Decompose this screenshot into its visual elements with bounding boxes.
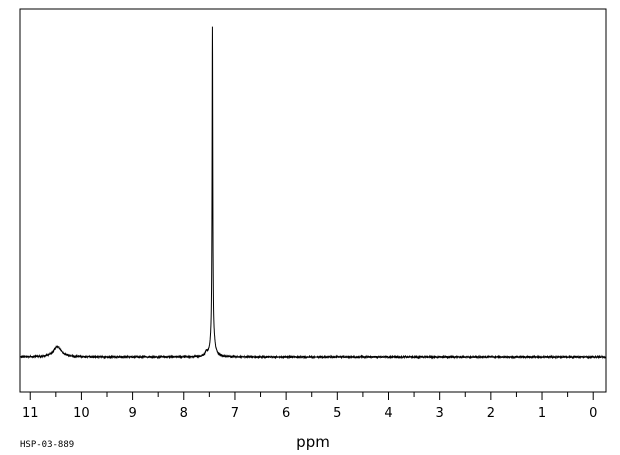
tick-label: 9	[128, 406, 136, 421]
tick-label: 4	[384, 406, 392, 421]
tick-label: 8	[180, 406, 188, 421]
tick-label: 6	[282, 406, 290, 421]
tick-label: 3	[436, 406, 444, 421]
tick-label: 10	[73, 406, 90, 421]
tick-label: 2	[487, 406, 495, 421]
tick-label: 0	[589, 406, 597, 421]
spectrum-code: HSP-03-889	[20, 440, 74, 450]
tick-label: 11	[22, 406, 39, 421]
tick-label: 7	[231, 406, 239, 421]
x-axis-tick-labels: 11 10 9 8 7 6 5 4 3 2 1 0	[22, 406, 597, 421]
tick-label: 1	[538, 406, 546, 421]
x-axis-title: ppm	[296, 433, 330, 451]
tick-label: 5	[333, 406, 341, 421]
spectrum-trace	[19, 26, 607, 360]
x-axis-ticks	[29, 392, 594, 400]
plot-frame	[19, 8, 607, 393]
